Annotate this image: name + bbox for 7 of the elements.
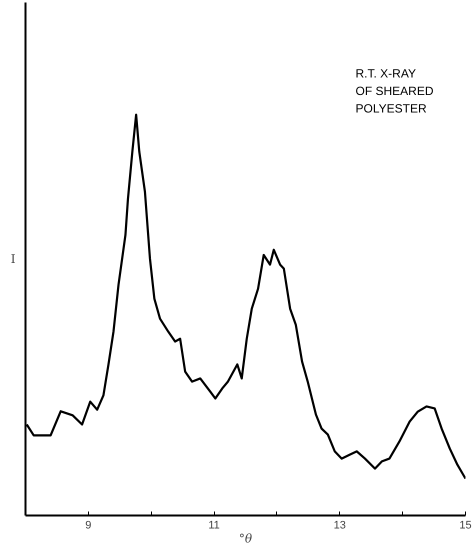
x-axis-title: °θ — [238, 532, 253, 546]
x-tick-label: 15 — [459, 520, 472, 532]
x-tick-label: 9 — [85, 520, 92, 532]
x-tick-label: 13 — [334, 520, 346, 532]
chart-title: R.T. X-RAY OF SHEARED POLYESTER — [356, 66, 434, 116]
y-axis-title: I — [10, 252, 16, 266]
x-tick-label: 11 — [208, 520, 220, 532]
